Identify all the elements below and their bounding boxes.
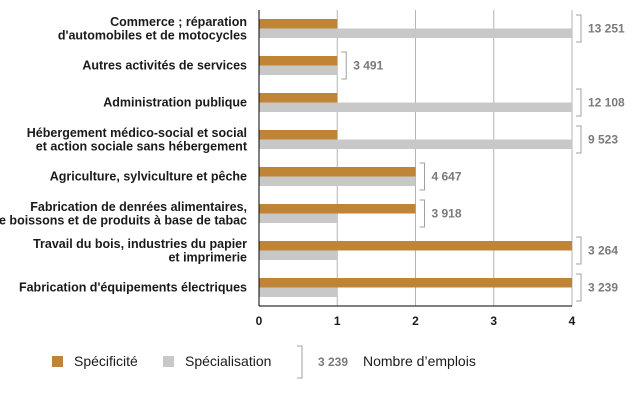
- employment-value: 3 491: [353, 59, 383, 73]
- category-labels: Commerce ; réparation d'automobiles et de…: [0, 15, 248, 295]
- category-label: Hébergement médico-social et social et ac…: [27, 126, 248, 154]
- bar-specialisation: [259, 28, 572, 38]
- employment-value: 12 108: [588, 96, 625, 110]
- employment-value: 3 264: [588, 244, 618, 258]
- bar-specialisation: [259, 213, 338, 223]
- employment-bracket: [419, 162, 425, 191]
- employment-value: 3 918: [432, 207, 462, 221]
- category-label-line: Administration publique: [103, 96, 247, 110]
- employment-bracket: [576, 14, 582, 43]
- employment-value: 13 251: [588, 22, 625, 36]
- category-label: Travail du bois, industries du papier et …: [33, 237, 247, 265]
- employment-bracket: [576, 273, 582, 302]
- category-label-line: d'automobiles et de motocycles: [58, 28, 247, 42]
- bar-specialisation: [259, 65, 338, 75]
- bar-group: [259, 19, 572, 297]
- category-label: Fabrication de denrées alimentaires, de b…: [0, 200, 247, 228]
- category-label: Agriculture, sylviculture et pêche: [50, 170, 247, 184]
- legend: Spécificité Spécialisation 3 239 Nombre d’e…: [52, 345, 476, 379]
- bar-specificite: [259, 278, 572, 288]
- employment-bracket: [576, 236, 582, 265]
- employment-bracket: [576, 88, 582, 117]
- legend-bracket: [297, 345, 303, 379]
- category-label-line: Travail du bois, industries du papier: [33, 237, 247, 251]
- category-label: Fabrication d'équipements électriques: [19, 281, 247, 295]
- x-tick-label: 0: [256, 314, 263, 328]
- bar-specialisation: [259, 102, 572, 112]
- bar-specificite: [259, 130, 338, 140]
- bar-specificite: [259, 19, 338, 29]
- bar-specialisation: [259, 250, 338, 260]
- legend-employment-label: Nombre d’emplois: [363, 353, 476, 369]
- employment-value: 3 239: [588, 281, 618, 295]
- bar-specialisation: [259, 287, 338, 297]
- employment-labels: 13 251 3 491 12 108 9 523 4 647 3 918 3 264 3 2…: [341, 14, 625, 302]
- category-label-line: Hébergement médico-social et social: [27, 126, 247, 140]
- category-label: Administration publique: [103, 96, 247, 110]
- employment-bracket: [576, 125, 582, 154]
- x-tick-label: 3: [490, 314, 497, 328]
- category-label-line: Agriculture, sylviculture et pêche: [50, 170, 247, 184]
- category-label: Autres activités de services: [82, 59, 247, 73]
- x-tick-label: 1: [334, 314, 341, 328]
- legend-swatch-specialisation: [163, 356, 174, 367]
- legend-label-specialisation: Spécialisation: [185, 353, 271, 369]
- bar-specificite: [259, 241, 572, 251]
- bar-specificite: [259, 93, 338, 103]
- category-label-line: de boissons et de produits à base de tab…: [0, 213, 247, 227]
- legend-employment-sample: 3 239: [318, 355, 348, 369]
- category-label-line: Commerce ; réparation: [110, 15, 247, 29]
- x-tick-label: 2: [412, 314, 419, 328]
- employment-value: 4 647: [432, 170, 462, 184]
- bar-specificite: [259, 204, 416, 214]
- employment-value: 9 523: [588, 133, 618, 147]
- legend-label-specificite: Spécificité: [74, 353, 138, 369]
- category-label-line: Autres activités de services: [82, 59, 247, 73]
- category-label: Commerce ; réparation d'automobiles et de…: [58, 15, 247, 43]
- category-label-line: Fabrication d'équipements électriques: [19, 281, 247, 295]
- bar-specialisation: [259, 176, 416, 186]
- grid-lines: [336, 10, 573, 306]
- category-label-line: Fabrication de denrées alimentaires,: [30, 200, 247, 214]
- category-label-line: et imprimerie: [168, 250, 247, 264]
- employment-bracket: [419, 199, 425, 228]
- employment-bracket: [341, 51, 347, 80]
- bar-specificite: [259, 56, 338, 66]
- x-axis: 0 1 2 3 4: [256, 10, 576, 328]
- bar-specialisation: [259, 139, 572, 149]
- bar-specificite: [259, 167, 416, 177]
- x-tick-label: 4: [569, 314, 576, 328]
- category-label-line: et action sociale sans hébergement: [36, 139, 248, 153]
- legend-swatch-specificite: [52, 356, 63, 367]
